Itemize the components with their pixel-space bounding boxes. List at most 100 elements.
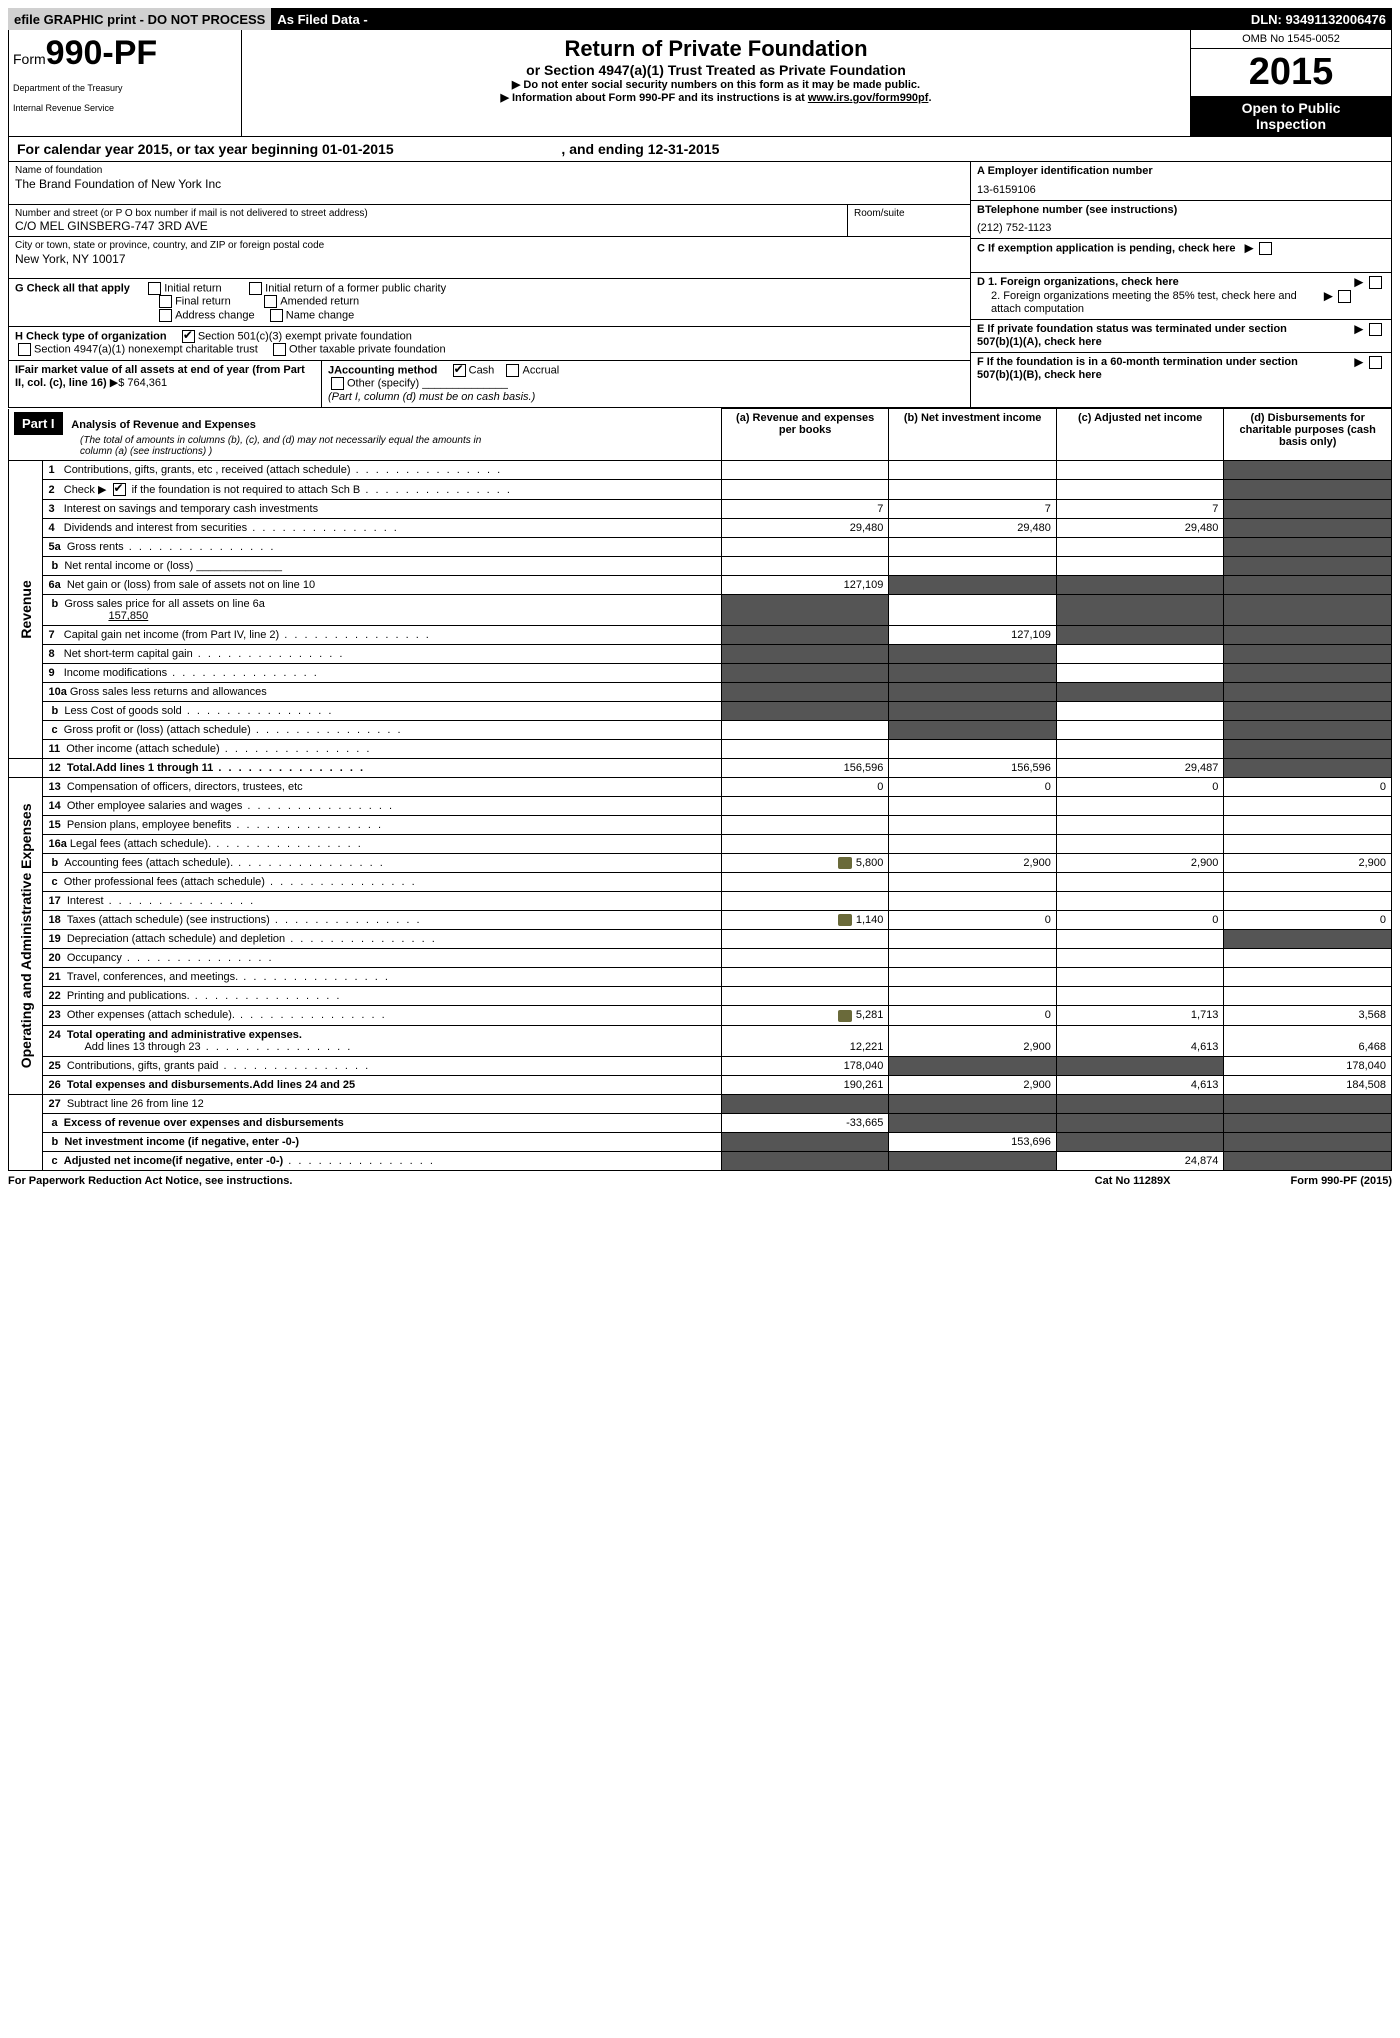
form-no-big: 990-PF	[46, 34, 158, 72]
dln: DLN: 93491132006476	[1251, 12, 1392, 27]
chk-final[interactable]	[159, 295, 172, 308]
note2-link[interactable]: www.irs.gov/form990pf	[808, 92, 929, 104]
opt-4947: Section 4947(a)(1) nonexempt charitable …	[34, 344, 258, 356]
r12-a: 156,596	[721, 759, 889, 778]
r16b-b: 2,900	[889, 854, 1057, 873]
r2-post: if the foundation is not required to att…	[129, 484, 361, 496]
addr-row: Number and street (or P O box number if …	[9, 205, 970, 237]
r15-label: Pension plans, employee benefits	[67, 819, 232, 831]
foundation-name: The Brand Foundation of New York Inc	[15, 177, 964, 191]
r25-a: 178,040	[721, 1056, 889, 1075]
footer-right: Form 990-PF (2015)	[1291, 1175, 1393, 1187]
chk-D1[interactable]	[1369, 276, 1382, 289]
col-a-header: (a) Revenue and expenses per books	[721, 409, 889, 461]
opt-501c3: Section 501(c)(3) exempt private foundat…	[198, 330, 412, 342]
r4-b: 29,480	[889, 519, 1057, 538]
open-public: Open to Public Inspection	[1191, 96, 1391, 136]
chk-initial-former[interactable]	[249, 282, 262, 295]
opt-initial: Initial return	[164, 282, 221, 294]
C-label: C If exemption application is pending, c…	[977, 242, 1236, 254]
dept-irs: Internal Revenue Service	[13, 103, 233, 113]
r18-a: 1,140	[856, 914, 884, 926]
r12-b: 156,596	[889, 759, 1057, 778]
form-note2: ▶ Information about Form 990-PF and its …	[252, 91, 1180, 104]
opt-accrual: Accrual	[522, 364, 559, 376]
form-subtitle: or Section 4947(a)(1) Trust Treated as P…	[252, 62, 1180, 78]
r16b-d: 2,900	[1224, 854, 1392, 873]
chk-addrchange[interactable]	[159, 309, 172, 322]
attachment-icon[interactable]	[838, 914, 852, 926]
opt-initial-former: Initial return of a former public charit…	[265, 282, 446, 294]
chk-501c3[interactable]	[182, 330, 195, 343]
r16b-c: 2,900	[1056, 854, 1224, 873]
r27b-b: 153,696	[889, 1132, 1057, 1151]
r22-label: Printing and publications.	[67, 990, 190, 1002]
chk-namechange[interactable]	[270, 309, 283, 322]
J-label: JAccounting method	[328, 364, 437, 376]
chk-4947[interactable]	[18, 343, 31, 356]
r27b-label: Net investment income (if negative, ente…	[64, 1136, 299, 1148]
attachment-icon[interactable]	[838, 857, 852, 869]
chk-other[interactable]	[331, 377, 344, 390]
chk-C[interactable]	[1259, 242, 1272, 255]
r13-c: 0	[1056, 778, 1224, 797]
chk-D2[interactable]	[1338, 290, 1351, 303]
dln-value: 93491132006476	[1285, 12, 1386, 27]
section-D: D 1. Foreign organizations, check here ▶…	[971, 273, 1391, 320]
row-27: 27 Subtract line 26 from line 12	[9, 1094, 1392, 1113]
r26-label: Total expenses and disbursements.Add lin…	[67, 1079, 355, 1091]
r16c-label: Other professional fees (attach schedule…	[64, 876, 265, 888]
r6b-sub: 157,850	[48, 610, 148, 622]
chk-E[interactable]	[1369, 323, 1382, 336]
row-22: 22 Printing and publications.	[9, 987, 1392, 1006]
r16a-label: Legal fees (attach schedule).	[70, 838, 211, 850]
r18-label: Taxes (attach schedule) (see instruction…	[67, 914, 270, 926]
col-c-header: (c) Adjusted net income	[1056, 409, 1224, 461]
r4-c: 29,480	[1056, 519, 1224, 538]
row-10c: c Gross profit or (loss) (attach schedul…	[9, 721, 1392, 740]
chk-accrual[interactable]	[506, 364, 519, 377]
r3-c: 7	[1056, 500, 1224, 519]
r24-label: Total operating and administrative expen…	[67, 1029, 302, 1041]
J-note: (Part I, column (d) must be on cash basi…	[328, 391, 535, 403]
chk-schB[interactable]	[113, 483, 126, 496]
chk-amended[interactable]	[264, 295, 277, 308]
r23-label: Other expenses (attach schedule).	[67, 1009, 235, 1021]
part1-subtitle: (The total of amounts in columns (b), (c…	[14, 435, 500, 457]
form-number: Form990-PF	[13, 34, 233, 73]
section-G: G Check all that apply Initial return In…	[9, 279, 970, 327]
room-label: Room/suite	[854, 208, 964, 219]
section-F: F If the foundation is in a 60-month ter…	[971, 353, 1391, 385]
attachment-icon[interactable]	[838, 1010, 852, 1022]
footer-left: For Paperwork Reduction Act Notice, see …	[8, 1175, 292, 1187]
row-27a: a Excess of revenue over expenses and di…	[9, 1113, 1392, 1132]
chk-F[interactable]	[1369, 356, 1382, 369]
row-21: 21 Travel, conferences, and meetings.	[9, 968, 1392, 987]
opt-namechange: Name change	[286, 309, 355, 321]
chk-othertax[interactable]	[273, 343, 286, 356]
row-16c: c Other professional fees (attach schedu…	[9, 873, 1392, 892]
section-IJ: IFair market value of all assets at end …	[9, 361, 970, 407]
section-E: E If private foundation status was termi…	[971, 320, 1391, 353]
B-label: BTelephone number (see instructions)	[977, 204, 1385, 217]
r6a-a: 127,109	[721, 576, 889, 595]
cy-mid: , and ending	[561, 141, 647, 157]
r17-label: Interest	[67, 895, 104, 907]
row-5b: b Net rental income or (loss) __________…	[9, 557, 1392, 576]
D1-label: D 1. Foreign organizations, check here	[977, 276, 1179, 288]
efile-left: efile GRAPHIC print - DO NOT PROCESS	[8, 8, 271, 30]
chk-initial[interactable]	[148, 282, 161, 295]
A-label: A Employer identification number	[977, 165, 1385, 178]
cy-pre: For calendar year 2015, or tax year begi…	[17, 141, 322, 157]
row-27b: b Net investment income (if negative, en…	[9, 1132, 1392, 1151]
cy-begin: 01-01-2015	[322, 141, 394, 157]
opt-othertax: Other taxable private foundation	[289, 344, 446, 356]
r4-a: 29,480	[721, 519, 889, 538]
page-footer: For Paperwork Reduction Act Notice, see …	[8, 1171, 1392, 1187]
section-A: A Employer identification number 13-6159…	[971, 162, 1391, 201]
chk-cash[interactable]	[453, 364, 466, 377]
row-6a: 6a Net gain or (loss) from sale of asset…	[9, 576, 1392, 595]
addr-label: Number and street (or P O box number if …	[15, 208, 841, 219]
r23-d: 3,568	[1224, 1006, 1392, 1025]
form-prefix: Form	[13, 51, 46, 67]
